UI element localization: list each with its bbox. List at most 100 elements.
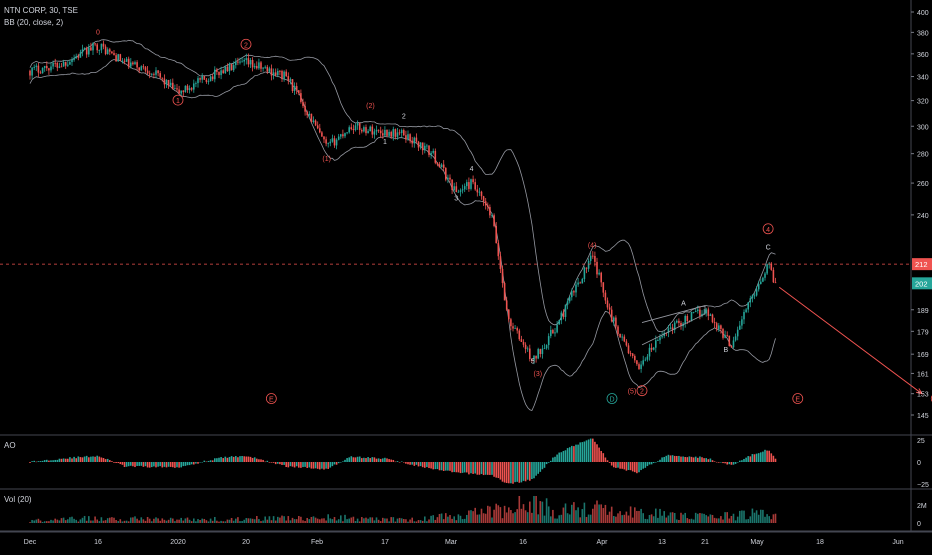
ao-bar[interactable] (770, 453, 773, 462)
volume-bar[interactable] (673, 512, 676, 523)
volume-bar[interactable] (730, 515, 733, 523)
candle-body[interactable] (188, 88, 191, 91)
volume-bar[interactable] (537, 514, 539, 523)
volume-bar[interactable] (459, 515, 462, 523)
candle-body[interactable] (184, 85, 187, 93)
volume-bar[interactable] (646, 519, 649, 523)
ao-bar[interactable] (602, 453, 605, 462)
ao-bar[interactable] (382, 458, 384, 462)
ao-bar[interactable] (39, 461, 42, 462)
candle-body[interactable] (209, 76, 212, 82)
candle-body[interactable] (736, 329, 739, 337)
volume-bar[interactable] (96, 519, 98, 523)
candle-body[interactable] (333, 138, 336, 146)
ao-bar[interactable] (489, 462, 491, 475)
ao-bar[interactable] (732, 462, 735, 465)
candle-body[interactable] (54, 62, 56, 64)
volume-bar[interactable] (151, 521, 153, 523)
candle-body[interactable] (732, 340, 735, 348)
ao-bar[interactable] (159, 462, 161, 467)
candle-body[interactable] (560, 312, 563, 321)
candle-body[interactable] (484, 201, 487, 206)
ao-bar[interactable] (676, 455, 678, 462)
ao-bar[interactable] (606, 460, 609, 462)
volume-bar[interactable] (148, 518, 151, 523)
volume-bar[interactable] (617, 513, 619, 523)
candle-body[interactable] (562, 312, 565, 317)
volume-bar[interactable] (554, 518, 556, 523)
volume-bar[interactable] (445, 513, 447, 523)
candle-body[interactable] (279, 70, 281, 72)
volume-bar[interactable] (310, 516, 313, 523)
candle-body[interactable] (390, 131, 392, 137)
bb-legend[interactable]: BB (20, close, 2) (4, 18, 64, 27)
volume-bar[interactable] (774, 513, 777, 523)
ao-bar[interactable] (663, 456, 665, 462)
candle-body[interactable] (615, 317, 617, 327)
candle-body[interactable] (447, 177, 449, 180)
volume-bar[interactable] (623, 514, 626, 523)
candle-body[interactable] (600, 272, 602, 283)
volume-bar[interactable] (671, 512, 674, 523)
ao-bar[interactable] (432, 462, 434, 470)
ao-bar[interactable] (581, 442, 584, 462)
volume-bar[interactable] (249, 518, 252, 523)
candle-body[interactable] (659, 337, 661, 341)
ao-bar[interactable] (111, 461, 113, 462)
ao-bar[interactable] (627, 462, 630, 470)
ao-bar[interactable] (237, 457, 239, 462)
candle-body[interactable] (249, 59, 252, 65)
candle-body[interactable] (79, 52, 82, 58)
ao-bar[interactable] (403, 462, 405, 463)
candle-body[interactable] (94, 43, 96, 45)
vol-legend[interactable]: Vol (20) (4, 495, 32, 504)
candle-body[interactable] (573, 291, 575, 293)
ao-bar[interactable] (211, 460, 214, 462)
candle-body[interactable] (367, 131, 369, 134)
volume-bar[interactable] (562, 507, 565, 523)
candle-body[interactable] (102, 43, 105, 47)
ao-bar[interactable] (172, 462, 174, 468)
candle-body[interactable] (178, 89, 180, 94)
volume-bar[interactable] (743, 510, 745, 523)
candle-body[interactable] (512, 326, 514, 329)
ao-bar[interactable] (323, 462, 325, 470)
candle-body[interactable] (146, 70, 149, 74)
ao-bar[interactable] (35, 461, 38, 463)
candle-body[interactable] (707, 309, 710, 316)
ao-bar[interactable] (518, 462, 521, 483)
ao-bar[interactable] (398, 462, 401, 463)
candle-body[interactable] (495, 226, 497, 244)
volume-bar[interactable] (545, 498, 548, 523)
volume-bar[interactable] (505, 512, 508, 523)
candle-body[interactable] (352, 129, 355, 131)
volume-bar[interactable] (682, 514, 684, 523)
candle-body[interactable] (571, 291, 573, 298)
candle-body[interactable] (438, 164, 441, 168)
volume-bar[interactable] (293, 519, 296, 523)
volume-bar[interactable] (75, 519, 77, 523)
volume-bar[interactable] (241, 521, 243, 523)
volume-bar[interactable] (39, 520, 42, 523)
ao-bar[interactable] (699, 456, 701, 462)
ao-bar[interactable] (661, 457, 663, 462)
ao-bar[interactable] (753, 454, 756, 462)
ao-bar[interactable] (117, 462, 119, 464)
candle-body[interactable] (62, 61, 65, 67)
volume-bar[interactable] (260, 521, 262, 523)
candle-body[interactable] (648, 347, 651, 357)
candle-body[interactable] (67, 64, 69, 66)
ao-bar[interactable] (285, 462, 287, 468)
ao-bar[interactable] (201, 461, 203, 463)
candle-body[interactable] (180, 90, 182, 94)
candle-body[interactable] (764, 273, 766, 278)
volume-bar[interactable] (766, 514, 768, 523)
volume-bar[interactable] (335, 520, 338, 523)
candle-body[interactable] (407, 134, 409, 140)
candle-body[interactable] (461, 189, 464, 191)
candle-body[interactable] (98, 50, 101, 51)
candle-body[interactable] (113, 53, 115, 56)
volume-bar[interactable] (667, 515, 670, 523)
volume-bar[interactable] (520, 508, 523, 523)
candle-body[interactable] (327, 143, 329, 145)
